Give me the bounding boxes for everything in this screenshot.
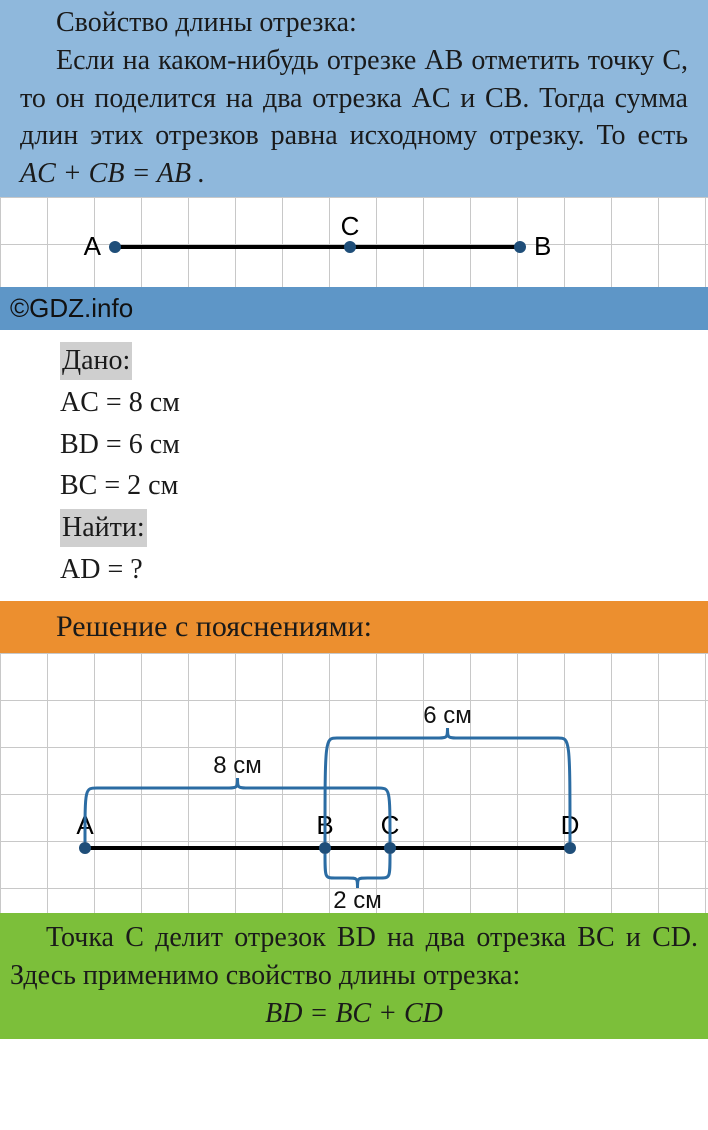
svg-text:B: B (534, 231, 551, 261)
svg-text:C: C (341, 211, 360, 241)
solution-heading: Решение с пояснениями: (0, 601, 708, 654)
theory-text: Если на каком-нибудь отрезке AB отметить… (20, 45, 688, 152)
theory-block: Свойство длины отрезка: Если на каком-ни… (0, 0, 708, 197)
copyright-bar: ©GDZ.info (0, 287, 708, 330)
label-find: Найти: (60, 509, 147, 547)
label-given: Дано: (60, 342, 132, 380)
svg-text:6 см: 6 см (423, 702, 472, 729)
theory-heading: Свойство длины отрезка: (20, 4, 688, 42)
given-block: Дано: AC = 8 см BD = 6 см BC = 2 см Найт… (0, 330, 708, 601)
conclusion-text: Точка C делит отрезок BD на два отрезка … (10, 919, 698, 995)
solution-svg: ABCD8 см6 см2 см (0, 653, 708, 913)
svg-text:A: A (84, 231, 102, 261)
svg-text:2 см: 2 см (333, 887, 382, 913)
find-line: AD = ? (60, 551, 688, 589)
conclusion-block: Точка C делит отрезок BD на два отрезка … (0, 913, 708, 1038)
theory-body: Если на каком-нибудь отрезке AB отметить… (20, 42, 688, 193)
theory-formula: AC + CB = AB . (20, 158, 205, 189)
segment-svg: ACB (0, 197, 708, 287)
given-line: BC = 2 см (60, 467, 688, 505)
conclusion-equation: BD = BC + CD (10, 995, 698, 1033)
given-line: AC = 8 см (60, 384, 688, 422)
diagram-segment-abc: ACB (0, 197, 708, 287)
diagram-solution: ABCD8 см6 см2 см (0, 653, 708, 913)
given-line: BD = 6 см (60, 426, 688, 464)
svg-text:8 см: 8 см (213, 752, 262, 779)
